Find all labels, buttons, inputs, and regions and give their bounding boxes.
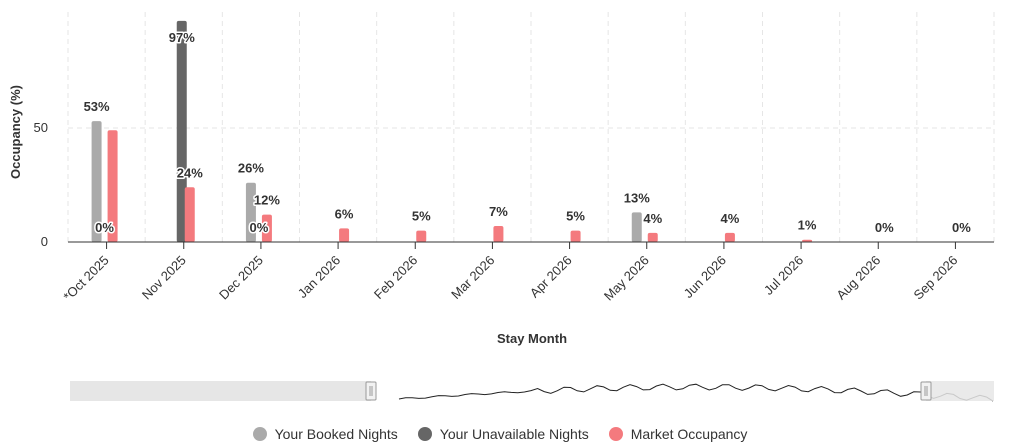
data-label-market-occupancy: 24% <box>177 165 203 180</box>
data-label-market-occupancy: 1% <box>798 218 817 233</box>
data-label-market-occupancy: 5% <box>412 209 431 224</box>
navigator-masked-right <box>926 381 994 401</box>
legend-label-unavailable: Your Unavailable Nights <box>439 426 589 442</box>
x-tick-label: *Oct 2025 <box>60 253 111 304</box>
x-axis-ticks: *Oct 2025 Nov 2025 Dec 2025 Jan 2026 Feb 202… <box>60 242 961 304</box>
data-labels: 53% 26% 13% 0% 97% 0% 24% 12% 6% 5% 7% 5% 4% 4% 1% 0% 0% <box>82 29 973 237</box>
bar-market-occupancy[interactable] <box>184 187 195 242</box>
y-tick-label: 50 <box>34 120 48 135</box>
bar-market-occupancy[interactable] <box>724 232 735 242</box>
x-tick-label: Dec 2025 <box>216 253 266 303</box>
y-tick-label: 0 <box>41 234 48 249</box>
legend-marker-market <box>608 427 623 441</box>
legend-label-market: Market Occupancy <box>630 426 748 442</box>
data-label-market-occupancy: 4% <box>721 211 740 226</box>
bar-market-occupancy[interactable] <box>493 226 504 242</box>
bar-market-occupancy[interactable] <box>107 130 118 242</box>
navigator-right-handle[interactable] <box>920 381 932 401</box>
x-tick-label: Jul 2026 <box>761 253 806 298</box>
legend-item-booked-nights[interactable]: Your Booked Nights <box>252 426 398 442</box>
bar-your-booked-nights[interactable] <box>245 182 256 242</box>
data-label-your-unavailable-nights: 0% <box>250 220 269 235</box>
legend-item-unavailable-nights[interactable]: Your Unavailable Nights <box>417 426 589 442</box>
bar-market-occupancy[interactable] <box>570 230 581 242</box>
bar-market-occupancy[interactable] <box>416 230 427 242</box>
bar-market-occupancy[interactable] <box>647 232 658 242</box>
bar-market-occupancy[interactable] <box>802 239 813 242</box>
x-tick-label: Apr 2026 <box>527 253 575 301</box>
navigator-masked-left <box>70 381 371 401</box>
x-tick-label: May 2026 <box>601 253 652 304</box>
data-label-market-occupancy: 0% <box>875 220 894 235</box>
x-tick-label: Sep 2026 <box>911 253 961 303</box>
x-tick-label: Aug 2026 <box>833 253 883 303</box>
grid-lines <box>67 12 995 242</box>
data-label-your-unavailable-nights: 0% <box>95 220 114 235</box>
x-axis-title: Stay Month <box>497 331 567 346</box>
legend-marker-unavailable <box>417 427 432 441</box>
data-label-market-occupancy: 7% <box>489 204 508 219</box>
data-label-your-booked-nights: 13% <box>624 190 650 205</box>
y-axis-title: Occupancy (%) <box>8 85 23 179</box>
data-label-market-occupancy: 6% <box>335 206 354 221</box>
data-label-your-booked-nights: 53% <box>84 99 110 114</box>
bar-your-booked-nights[interactable] <box>91 121 102 242</box>
bar-your-unavailable-nights[interactable] <box>176 20 187 243</box>
x-tick-label: Jun 2026 <box>681 253 729 301</box>
range-navigator[interactable] <box>70 381 994 402</box>
data-label-market-occupancy: 12% <box>254 193 280 208</box>
occupancy-chart: 0 50 *Oct 2025 Nov 2025 Dec 2025 Jan 2026 Feb… <box>8 12 995 402</box>
x-tick-label: Mar 2026 <box>448 253 497 302</box>
legend-label-booked: Your Booked Nights <box>274 426 398 442</box>
bars <box>91 20 813 243</box>
legend-marker-booked <box>252 427 267 441</box>
data-label-market-occupancy: 0% <box>952 220 971 235</box>
bar-market-occupancy[interactable] <box>261 214 272 242</box>
navigator-sparkline <box>398 383 994 402</box>
data-label-your-unavailable-nights: 97% <box>169 30 195 45</box>
data-label-market-occupancy: 4% <box>643 211 662 226</box>
y-axis-ticks: 0 50 <box>34 120 48 249</box>
bar-market-occupancy[interactable] <box>339 228 350 242</box>
bar-your-booked-nights[interactable] <box>631 212 642 242</box>
data-label-your-booked-nights: 26% <box>238 161 264 176</box>
x-tick-label: Feb 2026 <box>371 253 420 302</box>
legend: Your Booked Nights Your Unavailable Nigh… <box>0 424 1000 444</box>
x-tick-label: Nov 2025 <box>139 253 189 303</box>
x-tick-label: Jan 2026 <box>295 253 343 301</box>
navigator-left-handle[interactable] <box>365 381 377 401</box>
data-label-market-occupancy: 5% <box>566 209 585 224</box>
legend-item-market-occupancy[interactable]: Market Occupancy <box>608 426 748 442</box>
